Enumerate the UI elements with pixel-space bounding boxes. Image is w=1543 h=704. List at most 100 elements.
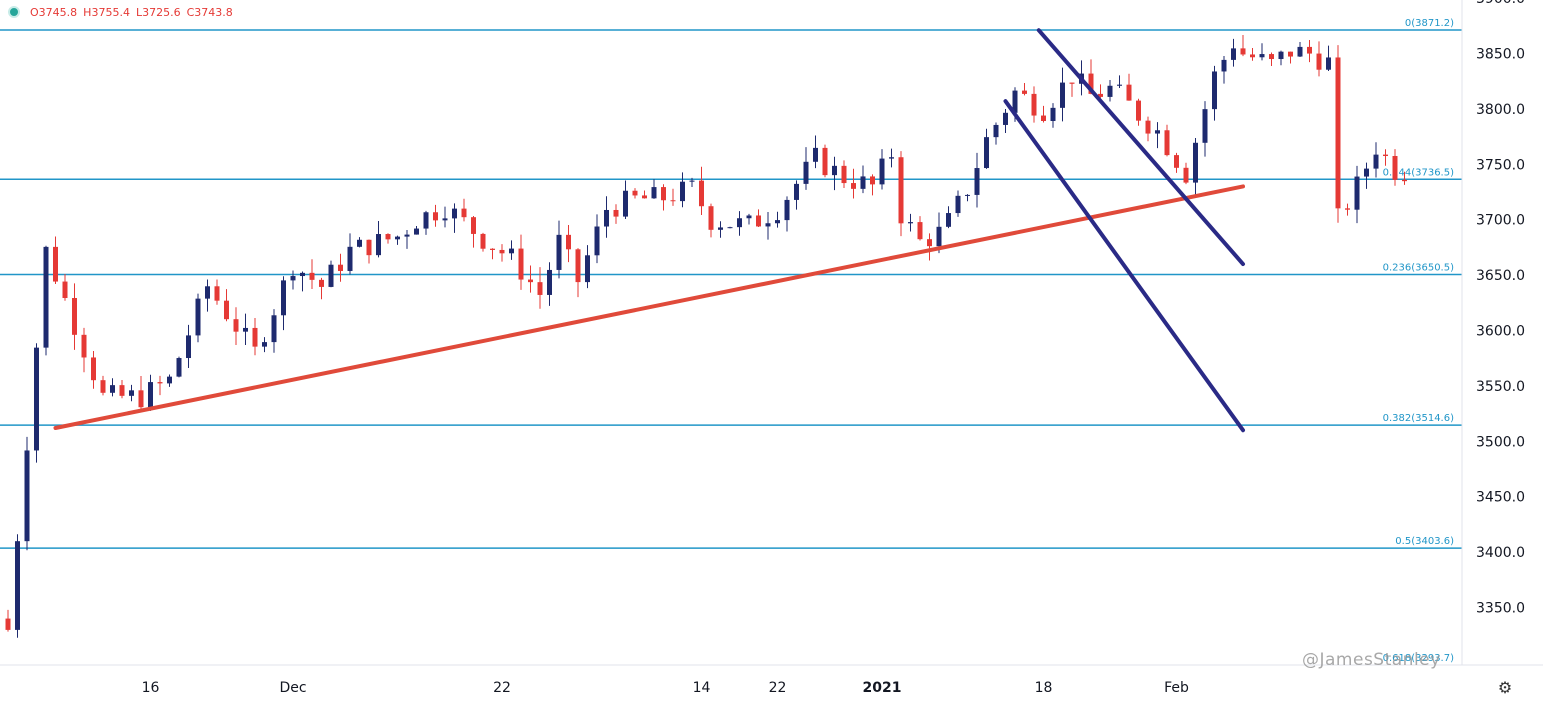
candle-body — [708, 206, 714, 230]
y-tick-label: 3650.0 — [1476, 268, 1525, 284]
candle-body — [642, 195, 647, 199]
candle-body — [34, 347, 39, 451]
candle-body — [224, 300, 229, 320]
candle-body — [908, 222, 913, 224]
ohlc-close: C3743.8 — [186, 5, 233, 19]
candle-body — [680, 181, 685, 202]
x-tick-label: 2021 — [863, 680, 902, 696]
candle-body — [689, 180, 695, 182]
candle-body — [385, 234, 391, 240]
candle-body — [81, 334, 87, 358]
candle-body — [100, 380, 106, 393]
candle-body — [1326, 57, 1331, 70]
candle-body — [993, 124, 999, 138]
candle-body — [347, 246, 353, 271]
candle-body — [1373, 154, 1379, 169]
candle-body — [62, 281, 68, 299]
candle-body — [803, 161, 809, 184]
candle-body — [917, 222, 923, 240]
x-tick-label: 22 — [769, 680, 787, 696]
x-tick-label: Dec — [279, 680, 306, 696]
y-tick-label: 3800.0 — [1476, 102, 1525, 118]
candle-body — [1117, 84, 1122, 86]
candle-body — [651, 187, 657, 199]
candle-body — [195, 298, 201, 336]
candle-body — [24, 450, 30, 542]
candle-body — [1126, 84, 1132, 101]
fib-level-label: 0.5(3403.6) — [1395, 536, 1454, 547]
candle-body — [1364, 168, 1369, 177]
candle-body — [1003, 112, 1008, 125]
candle-body — [746, 215, 752, 219]
candle-body — [537, 282, 543, 295]
y-tick-label: 3850.0 — [1476, 47, 1525, 63]
candle-body — [927, 239, 932, 247]
candle-body — [119, 385, 125, 396]
candle-body — [366, 239, 372, 256]
candle-body — [271, 315, 277, 343]
gear-icon[interactable]: ⚙ — [1497, 678, 1513, 697]
x-tick-label: 16 — [142, 680, 160, 696]
candle-body — [319, 279, 324, 287]
candle-body — [518, 248, 524, 280]
candle-body — [1288, 51, 1293, 57]
candle-body — [243, 327, 248, 332]
candle-body — [1174, 155, 1179, 168]
candle-body — [547, 269, 552, 295]
candle-body — [1031, 93, 1037, 116]
candle-body — [15, 541, 20, 630]
candle-body — [1383, 154, 1388, 157]
candle-body — [490, 248, 495, 250]
fib-level-label: 0.382(3514.6) — [1383, 413, 1455, 424]
candle-body — [480, 233, 486, 249]
candle-body — [509, 248, 514, 254]
candle-body — [813, 147, 818, 162]
fib-level-label: 0.618(3293.7) — [1383, 653, 1455, 664]
candle-body — [91, 357, 96, 381]
candle-body — [718, 227, 723, 230]
candle-body — [129, 390, 134, 396]
x-tick-label: 22 — [493, 680, 511, 696]
candle-body — [1269, 54, 1274, 60]
candle-body — [110, 385, 115, 393]
candle-body — [604, 209, 609, 227]
candle-body — [784, 199, 790, 221]
candle-body — [499, 249, 505, 254]
candle-body — [1069, 82, 1075, 84]
candle-body — [1155, 130, 1160, 134]
candle-body — [1202, 109, 1208, 143]
candle-body — [404, 234, 410, 237]
candle-body — [889, 157, 894, 159]
candle-body — [214, 286, 220, 301]
x-axis: 16 Dec 22 14 22 2021 18 Feb — [142, 680, 1189, 696]
candle-body — [870, 176, 875, 185]
y-tick-label: 3400.0 — [1476, 545, 1525, 561]
fib-levels: 0(3871.2) 0.144(3736.5) 0.236(3650.5) 0.382… — [0, 18, 1462, 664]
candle-body — [1297, 46, 1303, 57]
candle-body — [974, 168, 980, 195]
candle-body — [328, 264, 334, 287]
candle-body — [1392, 156, 1398, 180]
candle-body — [1183, 167, 1189, 183]
candle-body — [43, 246, 49, 348]
candle-body — [442, 218, 448, 221]
candle-body — [433, 212, 438, 221]
candle-body — [395, 236, 400, 240]
y-tick-label: 3550.0 — [1476, 379, 1525, 395]
candle-body — [1307, 46, 1312, 54]
candle-body — [1098, 93, 1103, 97]
y-tick-label: 3350.0 — [1476, 601, 1525, 617]
candle-body — [233, 319, 239, 332]
candle-body — [727, 227, 733, 229]
candle-body — [1250, 54, 1255, 58]
candle-body — [262, 342, 267, 347]
y-tick-label: 3750.0 — [1476, 157, 1525, 173]
candle-body — [1107, 85, 1113, 97]
candle-body — [984, 137, 989, 169]
trendline-channel-upper — [1036, 28, 1245, 267]
y-tick-label: 3700.0 — [1476, 213, 1525, 229]
candle-body — [1345, 208, 1350, 210]
candle-body — [632, 190, 638, 196]
candle-body — [898, 157, 904, 224]
